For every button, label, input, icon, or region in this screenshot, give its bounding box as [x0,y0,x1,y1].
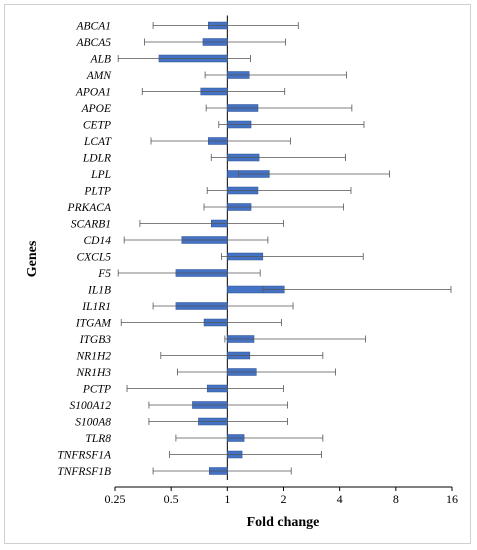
gene-label: ALB [90,54,111,66]
gene-label: IL1R1 [81,301,111,313]
error-bars-layer [117,22,452,475]
gene-label: PLTP [83,186,111,198]
gene-label: CETP [83,120,111,132]
gene-label: TNFRSF1A [57,450,112,462]
gene-label: LCAT [83,136,113,148]
gene-label: F5 [97,268,111,280]
gene-label: TLR8 [85,433,111,445]
bars-layer [158,21,285,475]
gene-label: CD14 [84,235,112,247]
gene-label: SCARB1 [71,219,111,231]
gene-label: S100A12 [69,400,111,412]
gene-label: ITGAM [75,318,113,330]
x-tick-label: 0.5 [164,492,179,506]
gene-label: PRKACA [67,202,112,214]
gene-label: LPL [90,169,111,181]
gene-label: AMN [86,70,113,82]
gene-label: ABCA1 [76,21,112,33]
x-tick-label: 2 [281,492,287,506]
x-tick-label: 0.25 [105,492,126,506]
x-tick-label: 1 [224,492,230,506]
gene-label: CXCL5 [76,252,111,264]
gene-label: NR1H2 [76,351,112,363]
chart-grid [115,15,452,488]
gene-label: PCTP [82,384,111,396]
x-axis-title: Fold change [247,515,320,530]
gene-label: APOA1 [75,87,111,99]
x-tick-label: 16 [446,492,458,506]
gene-label: APOE [81,103,111,115]
x-tick-label: 8 [393,492,399,506]
gene-label: ITGB3 [79,334,112,346]
y-axis-title: Genes [25,240,40,277]
gene-label: NR1H3 [76,367,112,379]
gene-label: S100A8 [75,417,111,429]
gene-labels-layer: ABCA1 ABCA5 ALB AMN APOA1 APOE CETP LCAT LDLR LPL… [57,21,112,479]
gene-label: TNFRSF1B [57,466,111,478]
gene-label: ABCA5 [76,37,112,49]
x-tick-label: 4 [337,492,343,506]
gene-label: IL1B [87,285,111,297]
gene-label: LDLR [82,153,111,165]
x-tick-labels-layer: 0.25 0.5 1 2 4 8 16 [105,487,458,506]
